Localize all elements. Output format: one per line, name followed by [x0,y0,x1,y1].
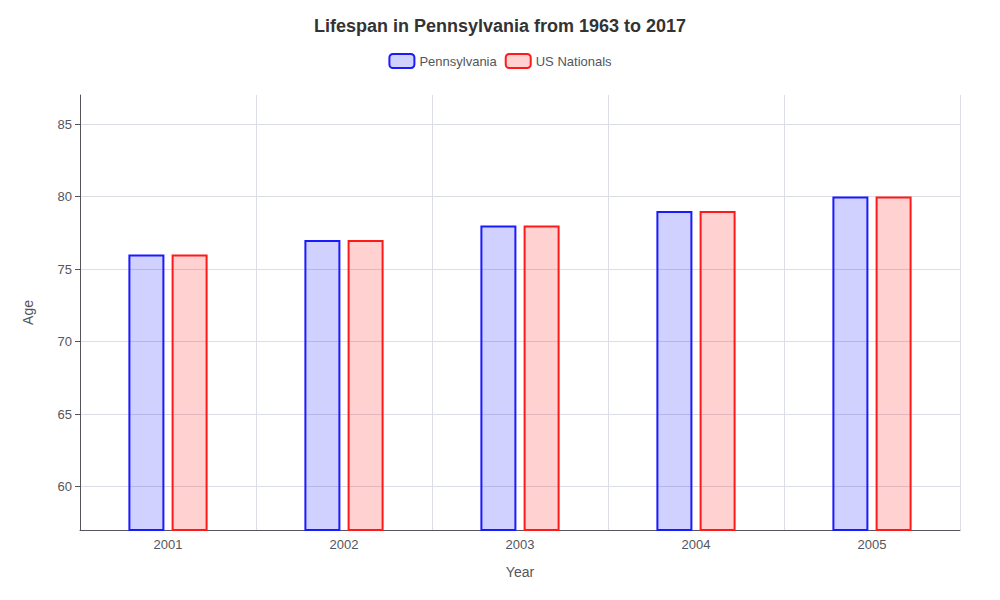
svg-text:Year: Year [506,564,535,580]
svg-text:60: 60 [58,479,72,494]
svg-text:Pennsylvania: Pennsylvania [419,54,497,69]
svg-text:80: 80 [58,189,72,204]
svg-text:Age: Age [20,300,36,325]
svg-text:75: 75 [58,262,72,277]
svg-text:65: 65 [58,407,72,422]
svg-text:2003: 2003 [506,537,535,552]
svg-text:70: 70 [58,334,72,349]
svg-text:Lifespan in Pennsylvania from: Lifespan in Pennsylvania from 1963 to 20… [314,16,686,36]
svg-text:US Nationals: US Nationals [536,54,612,69]
svg-text:85: 85 [58,117,72,132]
svg-text:2004: 2004 [682,537,711,552]
svg-text:2002: 2002 [330,537,359,552]
svg-text:2005: 2005 [858,537,887,552]
svg-text:2001: 2001 [154,537,183,552]
